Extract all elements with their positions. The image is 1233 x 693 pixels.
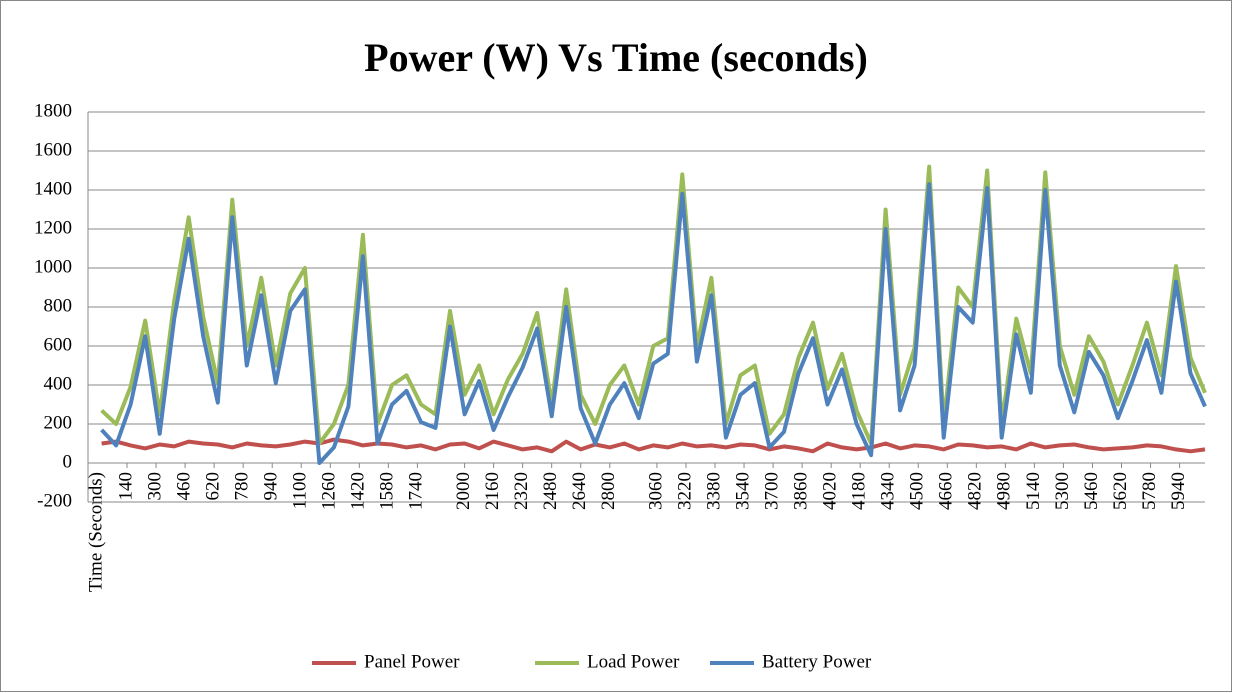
x-tick-label: 5620	[1110, 472, 1131, 510]
x-tick-label: 3060	[645, 472, 666, 510]
x-tick-label: 460	[173, 472, 194, 501]
x-tick-label: 1580	[377, 472, 398, 510]
x-tick-label: 5300	[1052, 472, 1073, 510]
y-tick-label: 1800	[34, 100, 72, 121]
x-tick-label: 2480	[540, 472, 561, 510]
x-tick-label: 300	[144, 472, 165, 501]
y-tick-label: -200	[37, 490, 72, 511]
x-tick-label: 5940	[1168, 472, 1189, 510]
x-tick-label: 5780	[1139, 472, 1160, 510]
x-tick-label: 4980	[994, 472, 1015, 510]
x-tick-label: 3860	[790, 472, 811, 510]
x-tick-label: 780	[232, 472, 253, 501]
y-tick-label: 200	[44, 412, 73, 433]
x-tick-label: 3540	[732, 472, 753, 510]
series-line	[100, 164, 1207, 446]
x-tick-label: 2640	[569, 472, 590, 510]
chart-title: Power (W) Vs Time (seconds)	[364, 35, 868, 80]
legend-label: Load Power	[587, 651, 680, 672]
x-tick-label: 3380	[703, 472, 724, 510]
y-tick-label: 0	[63, 451, 73, 472]
series-line	[100, 182, 1207, 465]
x-tick-label: 940	[261, 472, 282, 501]
x-tick-label: 2320	[511, 472, 532, 510]
series-line	[101, 437, 1206, 454]
x-tick-label: 4660	[936, 472, 957, 510]
x-tick-label: 1260	[319, 472, 340, 510]
x-tick-label: 1420	[348, 472, 369, 510]
legend-label: Panel Power	[364, 651, 460, 672]
x-tick-label: 3220	[674, 472, 695, 510]
x-tick-label: 1100	[290, 472, 311, 509]
x-tick-label: 2000	[453, 472, 474, 510]
x-tick-label: 2800	[598, 472, 619, 510]
y-tick-label: 600	[44, 334, 73, 355]
y-tick-label: 1600	[34, 139, 72, 160]
x-tick-label: 4180	[849, 472, 870, 510]
x-tick-label: 4500	[907, 472, 928, 510]
y-tick-label: 1200	[34, 217, 72, 238]
x-tick-label: 140	[115, 472, 136, 501]
y-tick-label: 400	[44, 373, 73, 394]
x-tick-label: 620	[202, 472, 223, 501]
y-tick-label: 1400	[34, 178, 72, 199]
x-axis-label: Time (Seconds)	[85, 472, 106, 592]
x-tick-label: 5140	[1023, 472, 1044, 510]
legend-label: Battery Power	[762, 651, 872, 672]
y-tick-label: 1000	[34, 256, 72, 277]
x-tick-label: 4820	[965, 472, 986, 510]
y-tick-label: 800	[44, 295, 73, 316]
x-tick-label: 3700	[761, 472, 782, 510]
x-tick-label: 4020	[820, 472, 841, 510]
x-tick-label: 2160	[482, 472, 503, 510]
x-tick-label: 4340	[878, 472, 899, 510]
x-tick-label: 5460	[1081, 472, 1102, 510]
x-tick-label: 1740	[406, 472, 427, 510]
